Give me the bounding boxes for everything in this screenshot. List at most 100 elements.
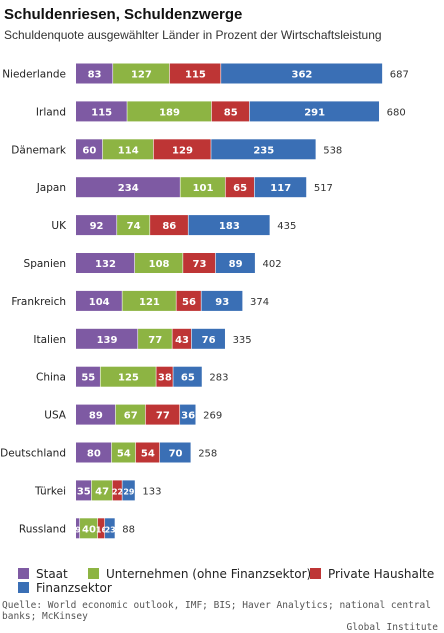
bar-segment-china-staat — [76, 366, 100, 387]
data-label-usa-finanzsektor: 36 — [181, 411, 195, 422]
bar-segment-frankreich-finanzsektor — [201, 290, 243, 311]
data-label-daenemark-private-haushalte: 129 — [172, 145, 193, 156]
legend-label-private-haushalte: Private Haushalte — [328, 567, 435, 581]
data-label-spanien-unternehmen-ohne-finanzsektor: 108 — [149, 259, 170, 270]
legend-label-finanzsektor: Finanzsektor — [36, 581, 112, 595]
data-label-uk-staat: 92 — [90, 221, 104, 232]
source-note: Quelle: World economic outlook, IMF; BIS… — [2, 600, 438, 633]
category-label-uk: UK — [51, 220, 67, 232]
data-label-china-unternehmen-ohne-finanzsektor: 125 — [118, 373, 139, 384]
bar-segment-russland-unternehmen-ohne-finanzsektor — [80, 518, 98, 539]
data-label-usa-staat: 89 — [89, 411, 103, 422]
data-label-usa-private-haushalte: 77 — [156, 411, 170, 422]
total-label-italien: 335 — [233, 335, 252, 346]
category-label-deutschland: Deutschland — [0, 448, 66, 460]
total-label-daenemark: 538 — [323, 145, 342, 156]
total-label-tuerkei: 133 — [142, 486, 161, 497]
data-label-irland-private-haushalte: 85 — [224, 107, 238, 118]
data-label-russland-unternehmen-ohne-finanzsektor: 40 — [82, 524, 96, 535]
bar-segment-china-unternehmen-ohne-finanzsektor — [100, 366, 156, 387]
bar-segment-tuerkei-private-haushalte — [112, 480, 122, 501]
bar-segment-deutschland-unternehmen-ohne-finanzsektor — [111, 442, 136, 463]
data-label-deutschland-finanzsektor: 70 — [169, 449, 183, 460]
bar-segment-daenemark-finanzsektor — [211, 139, 316, 160]
legend-item-staat: Staat — [18, 567, 68, 581]
legend-item-private-haushalte: Private Haushalte — [310, 567, 434, 581]
total-label-russland: 88 — [122, 524, 135, 535]
bar-segment-irland-unternehmen-ohne-finanzsektor — [127, 101, 212, 122]
bar-segment-irland-staat — [76, 101, 127, 122]
data-label-japan-unternehmen-ohne-finanzsektor: 101 — [193, 183, 214, 194]
bar-segment-italien-private-haushalte — [172, 328, 192, 349]
bar-segment-niederlande-private-haushalte — [169, 63, 221, 84]
data-label-russland-finanzsektor: 23 — [105, 525, 116, 534]
data-label-italien-finanzsektor: 76 — [202, 335, 216, 346]
category-label-spanien: Spanien — [24, 258, 66, 270]
bar-segment-uk-private-haushalte — [150, 215, 188, 236]
legend-swatch-private-haushalte — [310, 568, 321, 579]
bar-segment-deutschland-private-haushalte — [135, 442, 160, 463]
category-label-niederlande: Niederlande — [2, 69, 66, 81]
bar-segment-usa-unternehmen-ohne-finanzsektor — [115, 404, 146, 425]
total-label-deutschland: 258 — [198, 449, 217, 460]
total-label-spanien: 402 — [262, 259, 281, 270]
bar-segment-spanien-finanzsektor — [215, 253, 255, 273]
legend-item-unternehmen: Unternehmen (ohne Finanzsektor) — [88, 567, 311, 581]
stacked-bar-chart: Niederlande 83 127 115 362 687 Irland 115 189 85 2… — [0, 63, 409, 539]
bar-segment-irland-finanzsektor — [249, 101, 380, 122]
data-label-spanien-staat: 132 — [95, 259, 116, 270]
bar-segment-uk-unternehmen-ohne-finanzsektor — [117, 215, 150, 236]
category-label-usa: USA — [44, 410, 67, 422]
bar-segment-uk-finanzsektor — [188, 215, 270, 236]
data-label-japan-finanzsektor: 117 — [270, 183, 291, 194]
data-label-tuerkei-staat: 35 — [77, 486, 91, 497]
data-label-italien-private-haushalte: 43 — [175, 335, 189, 346]
bar-segment-italien-finanzsektor — [191, 328, 225, 349]
data-label-irland-finanzsektor: 291 — [304, 107, 325, 118]
bar-segment-japan-staat — [76, 177, 180, 198]
data-label-niederlande-finanzsektor: 362 — [291, 70, 312, 81]
data-label-japan-staat: 234 — [118, 183, 139, 194]
category-label-china: China — [36, 372, 66, 384]
data-label-deutschland-private-haushalte: 54 — [141, 449, 155, 460]
bar-segment-frankreich-staat — [76, 290, 122, 311]
data-label-japan-private-haushalte: 65 — [233, 183, 247, 194]
data-label-china-private-haushalte: 38 — [158, 373, 172, 384]
data-label-spanien-private-haushalte: 73 — [192, 259, 206, 270]
category-label-frankreich: Frankreich — [11, 296, 66, 308]
bar-segment-daenemark-unternehmen-ohne-finanzsektor — [102, 139, 154, 160]
total-label-uk: 435 — [277, 221, 296, 232]
bar-segment-uk-staat — [76, 215, 117, 236]
bar-segment-deutschland-finanzsektor — [159, 442, 191, 463]
data-label-china-staat: 55 — [81, 373, 95, 384]
legend-label-unternehmen: Unternehmen (ohne Finanzsektor) — [106, 567, 312, 581]
bar-segment-russland-private-haushalte — [97, 518, 105, 539]
chart-subtitle: Schuldenquote ausgewählter Länder in Pro… — [4, 28, 382, 42]
category-label-japan: Japan — [36, 182, 66, 194]
bar-segment-spanien-staat — [76, 253, 135, 273]
legend-swatch-unternehmen — [88, 568, 99, 579]
data-label-frankreich-private-haushalte: 56 — [182, 297, 196, 308]
data-label-usa-unternehmen-ohne-finanzsektor: 67 — [124, 411, 138, 422]
data-label-niederlande-unternehmen-ohne-finanzsektor: 127 — [131, 70, 152, 81]
bar-segment-japan-unternehmen-ohne-finanzsektor — [180, 177, 225, 198]
data-label-deutschland-staat: 80 — [87, 449, 101, 460]
total-label-irland: 680 — [387, 107, 406, 118]
bar-segment-china-private-haushalte — [156, 366, 173, 387]
data-label-china-finanzsektor: 65 — [181, 373, 195, 384]
data-label-russland-staat: 9 — [75, 525, 81, 534]
data-label-italien-unternehmen-ohne-finanzsektor: 77 — [148, 335, 162, 346]
bar-segment-usa-finanzsektor — [180, 404, 196, 425]
bar-segment-japan-private-haushalte — [225, 177, 254, 198]
bar-segment-japan-finanzsektor — [254, 177, 307, 198]
total-label-niederlande: 687 — [390, 70, 409, 81]
total-label-japan: 517 — [314, 183, 333, 194]
data-label-tuerkei-private-haushalte: 22 — [112, 487, 123, 496]
category-label-russland: Russland — [19, 523, 66, 535]
bar-segment-italien-staat — [76, 328, 138, 349]
chart-title: Schuldenriesen, Schuldenzwerge — [4, 6, 243, 23]
bar-segment-niederlande-finanzsektor — [221, 63, 383, 84]
data-label-deutschland-unternehmen-ohne-finanzsektor: 54 — [117, 449, 131, 460]
data-label-daenemark-unternehmen-ohne-finanzsektor: 114 — [118, 145, 139, 156]
data-label-russland-private-haushalte: 16 — [96, 525, 108, 534]
